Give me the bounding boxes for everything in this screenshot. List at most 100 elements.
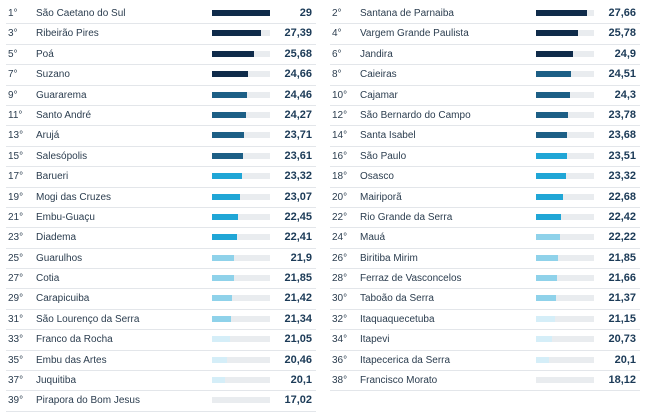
score-bar-track — [212, 132, 270, 139]
score-value: 21,85 — [608, 251, 636, 264]
score-bar-track — [212, 71, 270, 78]
ranking-row: 36° Itapecerica da Serra 20,1 — [330, 351, 640, 372]
score-value: 21,05 — [284, 333, 312, 346]
score-bar-track — [536, 71, 594, 78]
score-bar-track — [212, 50, 270, 57]
score-value: 25,68 — [284, 47, 312, 60]
ranking-row: 27° Cotia 21,85 — [6, 269, 316, 290]
rank-label: 24° — [332, 232, 348, 244]
ranking-row: 8° Caieiras 24,51 — [330, 65, 640, 86]
score-bar-track — [212, 295, 270, 302]
rank-label: 1° — [8, 8, 18, 19]
rank-label: 38° — [332, 375, 348, 387]
rank-label: 13° — [8, 130, 24, 142]
score-bar-fill — [536, 152, 567, 159]
rank-label: 39° — [8, 395, 24, 407]
score-bar-fill — [536, 234, 560, 241]
municipality-name: Itapecerica da Serra — [360, 354, 451, 366]
score-value: 22,68 — [608, 190, 636, 203]
municipality-name: Taboão da Serra — [360, 293, 434, 305]
score-value: 20,1 — [614, 353, 636, 366]
municipality-name: Embu das Artes — [36, 354, 107, 366]
municipality-name: Mogi das Cruzes — [36, 191, 112, 203]
ranking-row: 2° Santana de Parnaiba 27,66 — [330, 4, 640, 25]
score-value: 21,34 — [284, 312, 312, 325]
score-bar-track — [212, 254, 270, 261]
rank-label: 5° — [8, 48, 18, 60]
score-bar-fill — [536, 336, 553, 343]
municipality-name: São Caetano do Sul — [36, 8, 126, 19]
score-bar-track — [212, 193, 270, 200]
score-bar-fill — [212, 213, 238, 220]
score-value: 27,66 — [608, 7, 636, 19]
municipality-name: Vargem Grande Paulista — [360, 28, 469, 40]
ranking-row: 13° Arujá 23,71 — [6, 126, 316, 147]
score-value: 22,41 — [284, 231, 312, 244]
score-bar-track — [212, 315, 270, 322]
rank-label: 28° — [332, 273, 348, 285]
ranking-row: 25° Guarulhos 21,9 — [6, 249, 316, 270]
rank-label: 2° — [332, 8, 342, 19]
municipality-name: Santana de Parnaiba — [360, 8, 454, 19]
ranking-column-right: 2° Santana de Parnaiba 27,66 4° Vargem Grand… — [330, 4, 640, 392]
municipality-name: São Paulo — [360, 150, 407, 162]
score-bar-track — [536, 91, 594, 98]
rank-label: 6° — [332, 48, 342, 60]
score-bar-fill — [536, 173, 566, 180]
score-bar-track — [212, 397, 270, 404]
score-bar-track — [536, 173, 594, 180]
ranking-column-left: 1° São Caetano do Sul 29 3° Ribeirão Pires 27… — [6, 4, 316, 412]
score-bar-fill — [212, 50, 254, 57]
score-bar-fill — [536, 10, 588, 16]
score-bar-track — [536, 152, 594, 159]
score-bar-track — [212, 10, 270, 16]
ranking-row: 3° Ribeirão Pires 27,39 — [6, 24, 316, 45]
score-bar-fill — [536, 295, 556, 302]
municipality-name: Biritiba Mirim — [360, 252, 418, 264]
rank-label: 29° — [8, 293, 24, 305]
rank-label: 34° — [332, 334, 348, 346]
rank-label: 11° — [8, 109, 23, 121]
rank-label: 35° — [8, 354, 24, 366]
ranking-row: 24° Mauá 22,22 — [330, 228, 640, 249]
score-value: 24,3 — [614, 88, 636, 101]
ranking-row: 35° Embu das Artes 20,46 — [6, 351, 316, 372]
rank-label: 18° — [332, 171, 348, 183]
score-bar-fill — [536, 132, 568, 139]
score-value: 23,07 — [284, 190, 312, 203]
score-bar-fill — [212, 234, 237, 241]
score-bar-fill — [212, 71, 248, 78]
municipality-name: Arujá — [36, 130, 60, 142]
score-bar-track — [212, 213, 270, 220]
ranking-row: 11° Santo André 24,27 — [6, 106, 316, 127]
score-value: 21,15 — [608, 312, 636, 325]
rank-label: 16° — [332, 150, 348, 162]
score-value: 23,51 — [608, 149, 636, 162]
municipality-name: Salesópolis — [36, 150, 88, 162]
score-bar-fill — [536, 111, 568, 118]
ranking-row: 33° Franco da Rocha 21,05 — [6, 330, 316, 351]
rank-label: 31° — [8, 313, 24, 325]
score-bar-track — [536, 356, 594, 363]
score-bar-track — [536, 132, 594, 139]
score-bar-fill — [212, 275, 235, 282]
score-bar-fill — [212, 356, 228, 363]
rank-label: 37° — [8, 375, 24, 387]
ranking-row: 30° Taboão da Serra 21,37 — [330, 289, 640, 310]
rank-label: 3° — [8, 28, 18, 40]
score-bar-track — [212, 111, 270, 118]
score-bar-fill — [536, 91, 571, 98]
score-bar-track — [536, 111, 594, 118]
score-value: 21,85 — [284, 272, 312, 285]
rank-label: 14° — [332, 130, 348, 142]
score-bar-track — [536, 254, 594, 261]
ranking-row: 5° Poá 25,68 — [6, 45, 316, 66]
municipality-name: Suzano — [36, 69, 70, 81]
score-value: 22,22 — [608, 231, 636, 244]
score-bar-track — [536, 30, 594, 37]
score-bar-fill — [212, 30, 262, 37]
rank-label: 7° — [8, 69, 18, 81]
rank-label: 36° — [332, 354, 348, 366]
ranking-row: 15° Salesópolis 23,61 — [6, 147, 316, 168]
